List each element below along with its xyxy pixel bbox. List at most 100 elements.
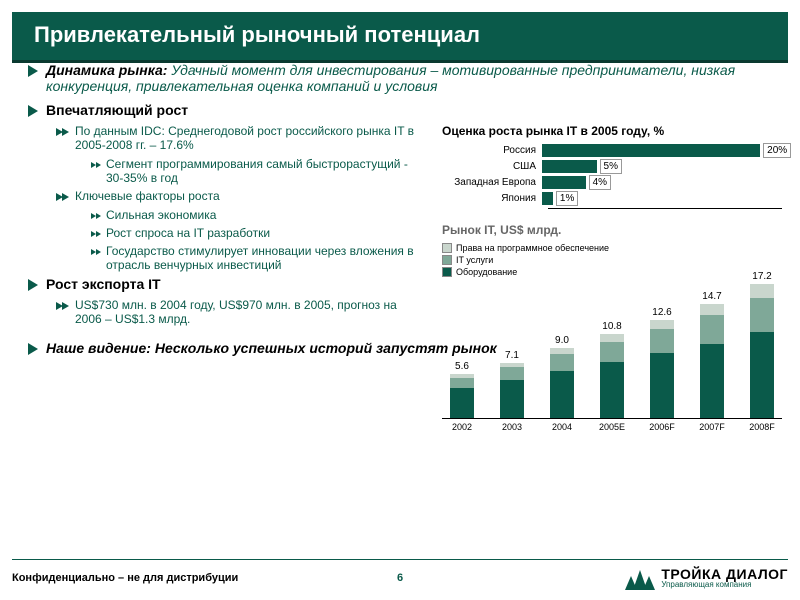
- legend-label: IT услуги: [456, 255, 493, 265]
- hbar-row: Западная Европа4%: [442, 176, 782, 189]
- vbar-segment: [700, 344, 724, 418]
- vbar-segment: [650, 329, 674, 353]
- legend-item: IT услуги: [442, 255, 782, 265]
- hbar-fill: [542, 160, 597, 173]
- hbar-row: Япония 1%: [442, 192, 782, 205]
- legend-label: Права на программное обеспечение: [456, 243, 609, 253]
- vbar-total: 17.2: [752, 271, 771, 282]
- slide-title: Привлекательный рыночный потенциал: [34, 22, 480, 47]
- vbar-column: 5.6: [448, 361, 476, 418]
- slide-title-bar: Привлекательный рыночный потенциал: [12, 12, 788, 63]
- hbar-label: Россия: [442, 145, 542, 156]
- vbar-total: 7.1: [505, 350, 519, 361]
- factors-heading: Ключевые факторы роста: [75, 189, 220, 203]
- double-triangle-icon: [96, 231, 101, 237]
- vbar-total: 10.8: [602, 321, 621, 332]
- double-triangle-icon: [96, 249, 101, 255]
- vbar-total: 9.0: [555, 335, 569, 346]
- double-triangle-icon: [62, 302, 69, 310]
- hbar-fill: [542, 144, 760, 157]
- bullet-factors-heading: Ключевые факторы роста: [62, 189, 418, 203]
- segment-text: Сегмент программирования самый быстрорас…: [106, 157, 418, 185]
- market-dynamics-lead: Динамика рынка:: [46, 62, 167, 78]
- vbar-x-label: 2006F: [648, 422, 676, 432]
- bullet-export-heading: Рост экспорта IT: [28, 276, 418, 292]
- content-area: Динамика рынка: Удачный момент для инвес…: [28, 62, 782, 552]
- bullet-growth-heading: Впечатляющий рост: [28, 102, 418, 118]
- vbar-stack: [700, 304, 724, 418]
- double-triangle-icon: [62, 128, 69, 136]
- vbar-x-label: 2002: [448, 422, 476, 432]
- vbar-segment: [450, 378, 474, 387]
- vbar-segment: [500, 380, 524, 418]
- horizontal-bar-chart: Россия20%США5%Западная Европа4%Япония1%: [442, 144, 782, 205]
- hbar-track: 4%: [542, 176, 782, 189]
- vbar-x-label: 2007F: [698, 422, 726, 432]
- hbar-value: 5%: [600, 159, 622, 174]
- vbar-segment: [700, 304, 724, 316]
- vchart-x-axis: 2002 2003 2004 2005E 2006F 2007F 2008F: [442, 419, 782, 432]
- bullet-factor-3: Государство стимулирует инновации через …: [96, 244, 418, 272]
- legend-swatch: [442, 267, 452, 277]
- legend-swatch: [442, 243, 452, 253]
- left-column: Динамика рынка: Удачный момент для инвес…: [28, 62, 418, 552]
- vbar-segment: [500, 367, 524, 379]
- hbar-row: США 5%: [442, 160, 782, 173]
- bullet-factor-2: Рост спроса на IT разработки: [96, 226, 418, 240]
- vbar-column: 7.1: [498, 350, 526, 418]
- idc-text: По данным IDC: Среднегодовой рост россий…: [75, 124, 418, 152]
- hbar-label: США: [442, 161, 542, 172]
- bullet-segment: Сегмент программирования самый быстрорас…: [96, 157, 418, 185]
- bullet-idc: По данным IDC: Среднегодовой рост россий…: [62, 124, 418, 152]
- logo-icon: [625, 566, 655, 590]
- triangle-icon: [28, 65, 38, 77]
- hbar-label: Япония: [442, 193, 542, 204]
- vbar-stack: [750, 284, 774, 418]
- legend-item: Права на программное обеспечение: [442, 243, 782, 253]
- vchart-title: Рынок IT, US$ млрд.: [442, 223, 782, 237]
- hbar-fill: [542, 192, 553, 205]
- vbar-stack: [600, 334, 624, 418]
- export-detail: US$730 млн. в 2004 году, US$970 млн. в 2…: [75, 298, 418, 326]
- vbar-segment: [450, 388, 474, 418]
- vbar-column: 12.6: [648, 307, 676, 418]
- hbar-value: 1%: [556, 191, 578, 206]
- logo: ТРОЙКА ДИАЛОГ Управляющая компания: [625, 566, 788, 590]
- logo-main: ТРОЙКА ДИАЛОГ: [661, 567, 788, 581]
- vbar-total: 12.6: [652, 307, 671, 318]
- bullet-market-dynamics: Динамика рынка: Удачный момент для инвес…: [28, 62, 768, 94]
- export-heading: Рост экспорта IT: [46, 276, 161, 292]
- hchart-title: Оценка роста рынка IT в 2005 году, %: [442, 124, 782, 138]
- footer: Конфиденциально – не для дистрибуции 6 Т…: [12, 559, 788, 590]
- factor2: Рост спроса на IT разработки: [106, 226, 270, 240]
- triangle-icon: [28, 343, 38, 355]
- vbar-segment: [700, 315, 724, 344]
- vbar-total: 14.7: [702, 291, 721, 302]
- vbar-x-label: 2008F: [748, 422, 776, 432]
- right-column: Оценка роста рынка IT в 2005 году, % Рос…: [442, 124, 782, 413]
- vbar-column: 14.7: [698, 291, 726, 418]
- bullet-export-detail: US$730 млн. в 2004 году, US$970 млн. в 2…: [62, 298, 418, 326]
- vbar-segment: [600, 334, 624, 342]
- double-triangle-icon: [62, 193, 69, 201]
- hchart-axis: [548, 208, 782, 209]
- vbar-stack: [450, 374, 474, 418]
- vbar-stack: [550, 348, 574, 418]
- legend-swatch: [442, 255, 452, 265]
- vbar-segment: [750, 332, 774, 418]
- logo-sub: Управляющая компания: [661, 581, 788, 589]
- factor1: Сильная экономика: [106, 208, 216, 222]
- vbar-stack: [500, 363, 524, 418]
- bullet-factor-1: Сильная экономика: [96, 208, 418, 222]
- legend-item: Оборудование: [442, 267, 782, 277]
- vbar-x-label: 2004: [548, 422, 576, 432]
- vbar-stack: [650, 320, 674, 418]
- double-triangle-icon: [96, 162, 101, 168]
- vbar-x-label: 2003: [498, 422, 526, 432]
- hbar-label: Западная Европа: [442, 177, 542, 188]
- vchart-legend: Права на программное обеспечение IT услуг…: [442, 243, 782, 277]
- vbar-segment: [600, 342, 624, 362]
- vbar-x-label: 2005E: [598, 422, 626, 432]
- vision-lead: Наше видение:: [46, 340, 151, 356]
- logo-text: ТРОЙКА ДИАЛОГ Управляющая компания: [661, 567, 788, 589]
